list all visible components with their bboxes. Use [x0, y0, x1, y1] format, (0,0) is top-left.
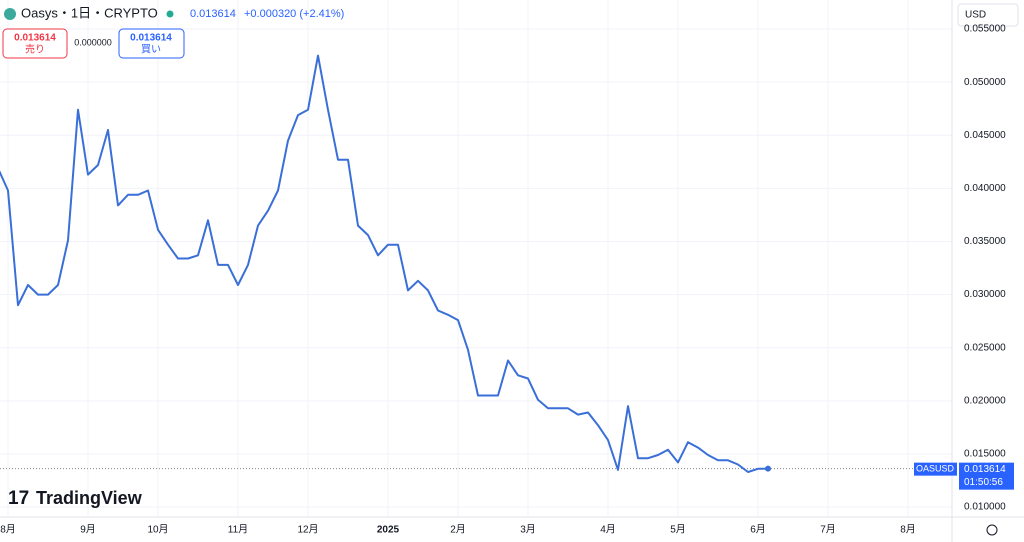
currency: USD: [965, 10, 986, 21]
spread: 0.000000: [74, 37, 112, 47]
price-tag-text: 0.013614: [964, 464, 1006, 475]
buy-price: 0.013614: [130, 33, 172, 44]
x-tick-label: 11月: [228, 524, 248, 536]
buy-label: 買い: [141, 44, 161, 56]
symbol-icon: [4, 8, 16, 20]
sell-price: 0.013614: [14, 33, 56, 44]
x-tick-label: 6月: [750, 524, 766, 536]
y-tick-label: 0.010000: [964, 502, 1006, 513]
grid: [0, 0, 952, 517]
sell-label: 売り: [25, 43, 45, 56]
last-point: [765, 465, 771, 472]
y-tick-label: 0.020000: [964, 395, 1006, 406]
price-tag: [959, 462, 1014, 490]
change: +0.000320 (+2.41%): [244, 8, 344, 20]
settings-icon[interactable]: [986, 524, 998, 536]
x-tick-label: 3月: [520, 524, 536, 536]
y-tick-label: 0.035000: [964, 236, 1006, 247]
sell-button[interactable]: [2, 28, 68, 59]
y-tick-label: 0.050000: [964, 77, 1006, 88]
plot: [0, 54, 771, 473]
logo: TradingView: [36, 488, 143, 508]
symbol-tag: [914, 462, 957, 476]
x-tick-label: 9月: [80, 524, 96, 536]
status-dot: [166, 10, 174, 18]
price-line: [0, 54, 769, 473]
y-tick-label: 0.025000: [964, 342, 1006, 353]
y-tick-label: 0.045000: [964, 130, 1006, 141]
x-tick-label: 2025: [377, 525, 400, 536]
x-tick-label: 2月: [450, 524, 466, 536]
x-tick-label: 10月: [147, 524, 168, 536]
y-tick-label: 0.055000: [964, 24, 1006, 35]
countdown: 01:50:56: [964, 477, 1003, 488]
x-tick-label: 7月: [820, 524, 836, 536]
currency-button[interactable]: [957, 3, 1019, 27]
x-tick-label: 8月: [900, 524, 916, 536]
x-tick-label: 8月: [0, 524, 16, 536]
y-tick-label: 0.040000: [964, 183, 1006, 194]
x-tick-label: 12月: [297, 524, 318, 536]
y-tick-label: 0.030000: [964, 289, 1006, 300]
symbol: Oasys・1日・CRYPTO: [21, 5, 158, 20]
logo-mark: 17: [8, 488, 29, 509]
symbol-tag-text: OASUSD: [916, 464, 955, 474]
y-tick-label: 0.015000: [964, 449, 1006, 460]
price: 0.013614: [190, 8, 236, 20]
x-tick-label: 4月: [600, 524, 616, 536]
buy-button[interactable]: [118, 28, 185, 59]
x-tick-label: 5月: [670, 524, 686, 536]
